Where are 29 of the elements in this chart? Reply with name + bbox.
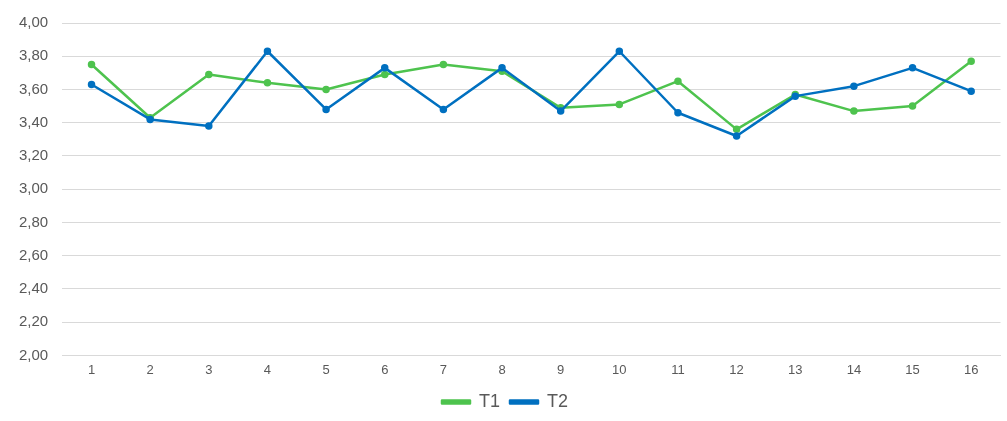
y-tick-label: 2,40 xyxy=(18,279,49,297)
y-tick-label: 3,00 xyxy=(18,179,49,197)
x-tick-label: 3 xyxy=(205,362,213,378)
x-tick-label: 1 xyxy=(87,362,96,378)
x-tick-label: 2 xyxy=(146,362,154,378)
x-tick-label: 11 xyxy=(671,362,685,378)
y-tick-label: 2,00 xyxy=(18,345,49,363)
x-tick-label: 4 xyxy=(263,362,272,378)
x-tick-label: 6 xyxy=(381,362,389,378)
x-tick-label: 14 xyxy=(846,362,862,378)
legend-label: T2 xyxy=(547,390,569,411)
x-tick-label: 12 xyxy=(729,362,744,378)
x-tick-label: 13 xyxy=(788,362,803,378)
x-tick-label: 16 xyxy=(963,362,979,378)
x-tick-label: 10 xyxy=(612,362,627,378)
x-tick-label: 5 xyxy=(322,362,330,378)
y-tick-label: 2,20 xyxy=(18,312,49,330)
x-tick-label: 8 xyxy=(498,362,506,378)
y-tick-label: 3,20 xyxy=(18,146,49,164)
y-tick-label: 4,00 xyxy=(18,13,49,31)
y-tick-label: 3,40 xyxy=(18,112,49,130)
y-tick-label: 3,80 xyxy=(18,46,49,64)
x-tick-label: 7 xyxy=(439,362,447,378)
legend-label: T1 xyxy=(478,390,501,411)
y-tick-label: 3,60 xyxy=(18,79,49,97)
x-tick-label: 15 xyxy=(905,362,920,378)
y-tick-label: 2,80 xyxy=(18,212,49,230)
y-tick-label: 2,60 xyxy=(18,245,49,263)
x-tick-label: 9 xyxy=(557,362,565,378)
